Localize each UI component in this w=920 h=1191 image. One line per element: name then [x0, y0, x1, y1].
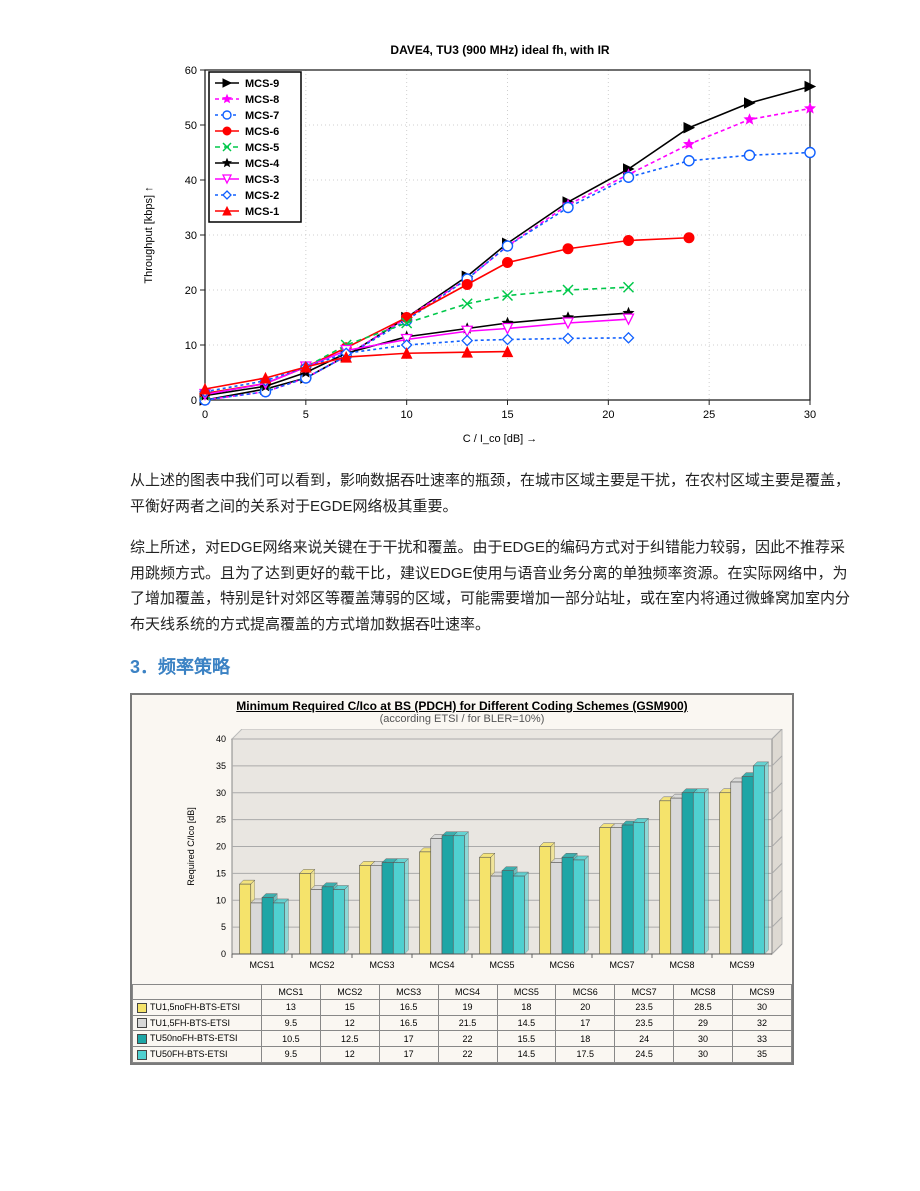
paragraph-2: 综上所述，对EDGE网络来说关键在于干扰和覆盖。由于EDGE的编码方式对于纠错能…	[130, 535, 860, 637]
svg-text:MCS6: MCS6	[549, 960, 574, 970]
svg-text:20: 20	[602, 409, 614, 421]
svg-text:0: 0	[221, 949, 226, 959]
svg-text:60: 60	[185, 65, 197, 77]
svg-text:0: 0	[191, 395, 197, 407]
svg-text:20: 20	[216, 842, 226, 852]
svg-text:MCS-4: MCS-4	[245, 158, 280, 170]
svg-text:15: 15	[501, 409, 513, 421]
svg-text:MCS5: MCS5	[489, 960, 514, 970]
svg-text:5: 5	[303, 409, 309, 421]
svg-text:30: 30	[185, 230, 197, 242]
cico-bar-chart: Minimum Required C/Ico at BS (PDCH) for …	[130, 693, 794, 1065]
chart2-title: Minimum Required C/Ico at BS (PDCH) for …	[132, 695, 792, 713]
svg-text:40: 40	[185, 175, 197, 187]
svg-text:35: 35	[216, 761, 226, 771]
svg-text:10: 10	[216, 895, 226, 905]
section-heading-3: 3．频率策略	[130, 653, 860, 679]
svg-text:5: 5	[221, 922, 226, 932]
throughput-chart: DAVE4, TU3 (900 MHz) ideal fh, with IR 0 5…	[130, 40, 860, 450]
svg-text:MCS-6: MCS-6	[245, 126, 279, 138]
svg-text:20: 20	[185, 285, 197, 297]
svg-text:50: 50	[185, 120, 197, 132]
svg-text:MCS-7: MCS-7	[245, 110, 279, 122]
svg-text:15: 15	[216, 868, 226, 878]
svg-text:25: 25	[216, 815, 226, 825]
svg-text:MCS8: MCS8	[669, 960, 694, 970]
svg-text:MCS4: MCS4	[429, 960, 454, 970]
svg-text:MCS7: MCS7	[609, 960, 634, 970]
svg-text:MCS3: MCS3	[369, 960, 394, 970]
svg-text:0: 0	[202, 409, 208, 421]
svg-text:Throughput [kbps] ↑: Throughput [kbps] ↑	[143, 186, 155, 283]
svg-text:C / I_co [dB] →: C / I_co [dB] →	[463, 433, 538, 445]
svg-text:40: 40	[216, 734, 226, 744]
svg-text:10: 10	[401, 409, 413, 421]
svg-text:MCS-1: MCS-1	[245, 206, 279, 218]
svg-text:30: 30	[804, 409, 816, 421]
svg-text:MCS9: MCS9	[729, 960, 754, 970]
svg-text:30: 30	[216, 788, 226, 798]
svg-text:MCS-9: MCS-9	[245, 78, 279, 90]
svg-text:MCS-8: MCS-8	[245, 94, 279, 106]
svg-text:10: 10	[185, 340, 197, 352]
paragraph-1: 从上述的图表中我们可以看到，影响数据吞吐速率的瓶颈，在城市区域主要是干扰，在农村…	[130, 468, 860, 519]
chart2-subtitle: (according ETSI / for BLER=10%)	[132, 713, 792, 729]
svg-text:MCS2: MCS2	[309, 960, 334, 970]
svg-text:Required C/Ico [dB]: Required C/Ico [dB]	[186, 807, 196, 886]
svg-text:MCS1: MCS1	[249, 960, 274, 970]
svg-text:MCS-5: MCS-5	[245, 142, 279, 154]
svg-text:MCS-3: MCS-3	[245, 174, 279, 186]
svg-text:25: 25	[703, 409, 715, 421]
svg-text:MCS-2: MCS-2	[245, 190, 279, 202]
svg-text:DAVE4, TU3 (900 MHz) ideal f: DAVE4, TU3 (900 MHz) ideal fh, with IR	[390, 43, 609, 57]
chart2-data-table: MCS1MCS2MCS3MCS4MCS5MCS6MCS7MCS8MCS9TU1,…	[132, 984, 792, 1063]
